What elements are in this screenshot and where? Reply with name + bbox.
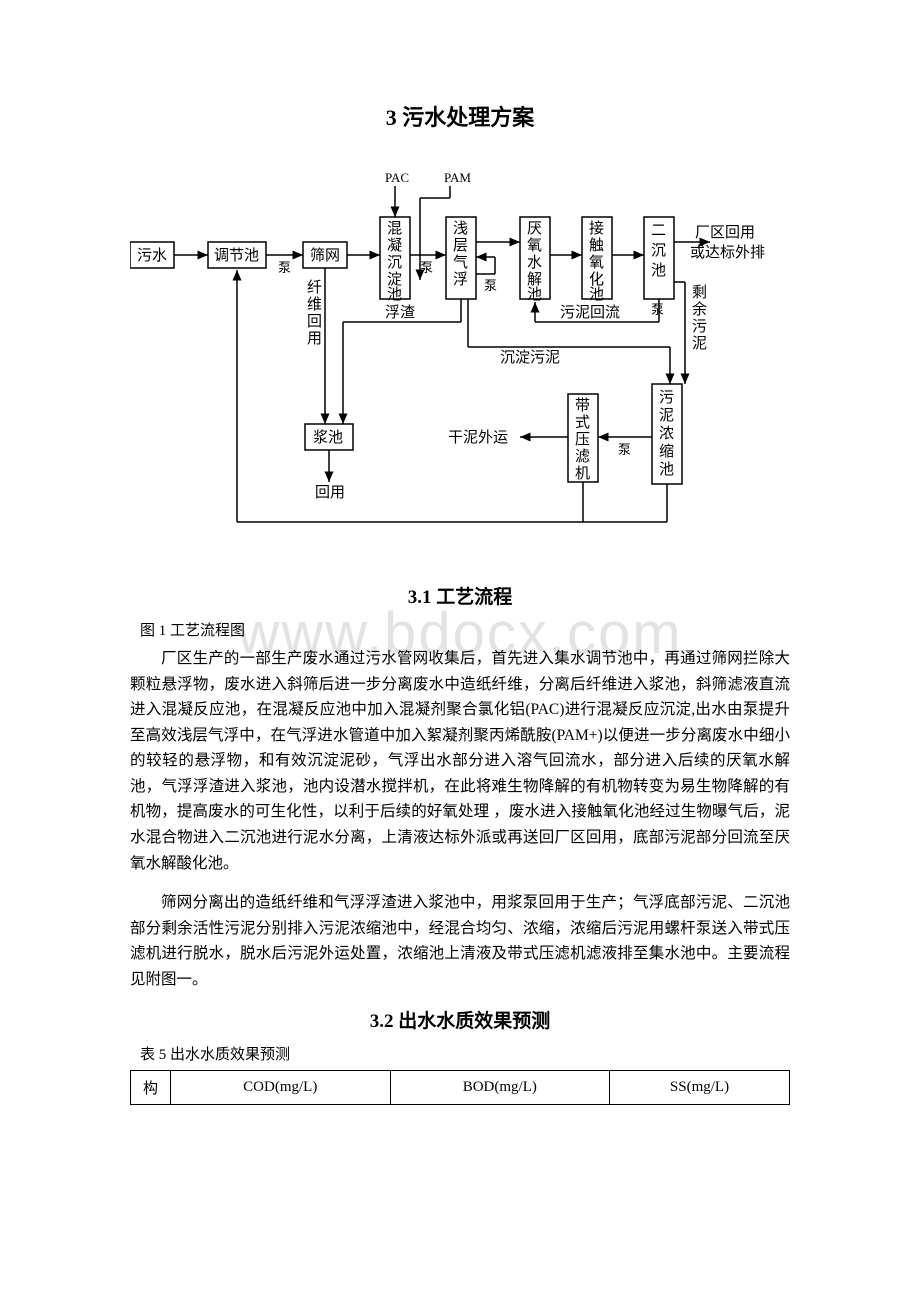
- svg-text:浓: 浓: [659, 425, 674, 442]
- label-pam: PAM: [444, 170, 471, 185]
- label-settled-sludge: 沉淀污泥: [500, 349, 560, 366]
- table-header-cell: COD(mg/L): [171, 1071, 391, 1105]
- node-belt-filter: 带: [575, 397, 590, 414]
- svg-text:滤: 滤: [575, 448, 590, 465]
- label-dry-sludge-out: 干泥外运: [448, 429, 508, 446]
- main-title: 3 污水处理方案: [130, 100, 790, 132]
- svg-text:泥: 泥: [659, 407, 674, 424]
- figure-1-caption: 图 1 工艺流程图: [140, 619, 790, 640]
- svg-text:解: 解: [527, 271, 542, 288]
- svg-text:化: 化: [589, 271, 604, 288]
- table-row: 构 COD(mg/L) BOD(mg/L) SS(mg/L): [131, 1071, 790, 1105]
- process-flow-diagram: PAC PAM 污水 调节池 泵 筛网 混 凝 沉 淀 池 泵 浅 层 气 浮 …: [130, 162, 790, 562]
- label-sludge-return: 污泥回流: [560, 304, 620, 321]
- pump-5: 泵: [618, 442, 631, 457]
- svg-text:气: 气: [453, 254, 468, 271]
- paragraph-1: 厂区生产的一部生产废水通过污水管网收集后，首先进入集水调节池中，再通过筛网拦除大…: [130, 646, 790, 876]
- svg-text:压: 压: [575, 431, 590, 448]
- svg-text:触: 触: [589, 237, 604, 254]
- svg-text:沉: 沉: [387, 254, 402, 271]
- svg-text:浮: 浮: [453, 271, 468, 288]
- svg-text:水: 水: [527, 254, 542, 271]
- node-pulp-tank: 浆池: [313, 428, 343, 446]
- node-regulating-tank: 调节池: [214, 247, 259, 264]
- svg-text:缩: 缩: [659, 443, 674, 460]
- node-contact-oxidation: 接: [589, 220, 604, 237]
- label-pac: PAC: [385, 170, 409, 185]
- table-header-cell: BOD(mg/L): [390, 1071, 610, 1105]
- node-air-flotation: 浅: [453, 220, 468, 237]
- node-screen: 筛网: [310, 247, 340, 264]
- svg-text:氧: 氧: [589, 254, 604, 271]
- label-fiber-reuse: 纤: [307, 279, 322, 296]
- pump-3: 泵: [484, 278, 497, 293]
- node-wastewater: 污水: [137, 247, 167, 264]
- svg-text:泥: 泥: [692, 335, 707, 352]
- section-3-1-heading: 3.1 工艺流程: [130, 582, 790, 609]
- svg-text:层: 层: [453, 238, 468, 254]
- pump-2: 泵: [420, 260, 433, 275]
- svg-text:池: 池: [659, 461, 674, 478]
- label-out1: 厂区回用: [695, 224, 755, 241]
- svg-text:池: 池: [589, 286, 604, 303]
- svg-text:池: 池: [651, 262, 666, 279]
- node-anaerobic: 厌: [527, 221, 542, 237]
- label-out2: 或达标外排: [690, 244, 765, 261]
- pump-1: 泵: [278, 260, 291, 275]
- paragraph-2: 筛网分离出的造纸纤维和气浮浮渣进入浆池中，用浆泵回用于生产；气浮底部污泥、二沉池…: [130, 890, 790, 992]
- section-3-2-heading: 3.2 出水水质效果预测: [130, 1006, 790, 1033]
- node-secondary-settling: 二: [651, 223, 666, 239]
- svg-text:维: 维: [307, 296, 322, 313]
- table-5-caption: 表 5 出水水质效果预测: [140, 1043, 790, 1064]
- label-reuse: 回用: [315, 484, 345, 501]
- svg-text:凝: 凝: [387, 237, 402, 254]
- svg-text:式: 式: [575, 414, 590, 431]
- table-header-cell: SS(mg/L): [610, 1071, 790, 1105]
- svg-text:沉: 沉: [651, 242, 666, 259]
- label-scum: 浮渣: [385, 304, 415, 321]
- svg-text:余: 余: [692, 300, 707, 318]
- svg-text:池: 池: [527, 286, 542, 303]
- svg-text:氧: 氧: [527, 237, 542, 254]
- svg-text:淀: 淀: [387, 271, 402, 288]
- svg-text:用: 用: [307, 331, 322, 347]
- table-header-cell: 构: [131, 1071, 171, 1105]
- svg-text:池: 池: [387, 286, 402, 303]
- table-5: 构 COD(mg/L) BOD(mg/L) SS(mg/L): [130, 1070, 790, 1105]
- svg-text:污: 污: [692, 318, 707, 335]
- svg-text:回: 回: [307, 313, 322, 330]
- label-surplus-sludge: 剩: [692, 284, 707, 301]
- pump-4: 泵: [651, 302, 664, 317]
- svg-text:机: 机: [575, 465, 590, 482]
- node-sludge-thickener: 污: [659, 389, 674, 406]
- node-coagulation: 混: [387, 220, 402, 237]
